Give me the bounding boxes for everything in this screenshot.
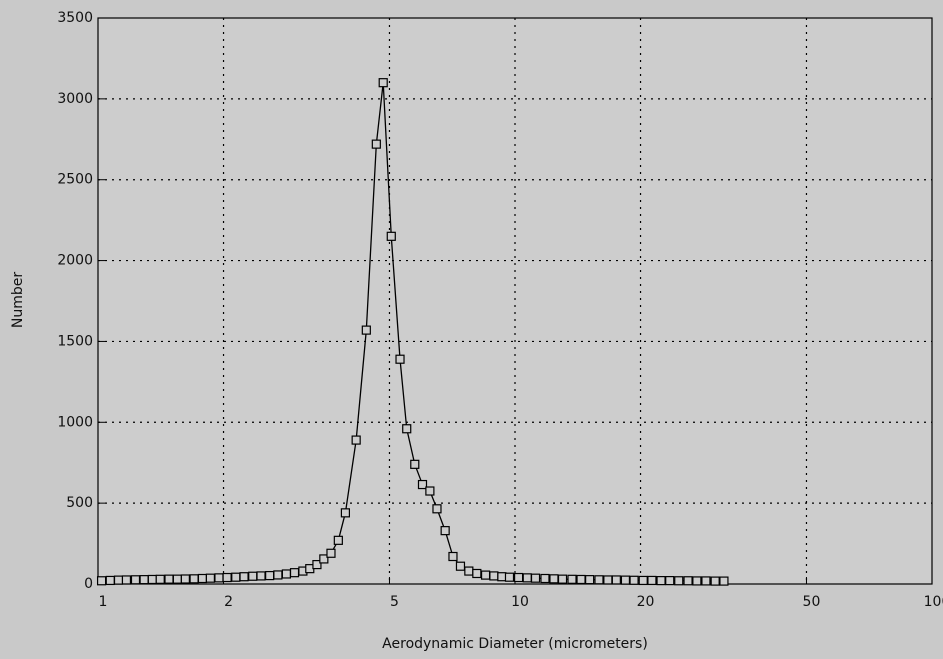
data-marker (638, 575, 648, 586)
x-axis-label: Aerodynamic Diameter (micrometers) (382, 636, 648, 652)
data-marker (378, 78, 388, 88)
data-marker (557, 574, 568, 584)
y-tick-label: 1500 (57, 333, 93, 349)
data-marker (121, 575, 132, 585)
data-marker (222, 572, 232, 583)
data-marker (395, 354, 405, 364)
data-marker (172, 574, 182, 584)
data-marker (674, 576, 684, 586)
data-marker (576, 574, 586, 585)
data-marker (105, 575, 115, 586)
data-marker (189, 574, 199, 584)
data-marker (197, 573, 208, 584)
data-marker (540, 573, 550, 584)
data-marker (448, 551, 458, 562)
data-marker (425, 486, 435, 496)
data-marker (139, 575, 149, 585)
data-marker (513, 572, 524, 583)
data-marker (402, 424, 412, 434)
data-marker (522, 573, 532, 583)
data-marker (504, 572, 515, 582)
data-marker (710, 576, 720, 586)
data-marker (289, 568, 300, 578)
data-marker (239, 572, 249, 582)
data-marker (629, 575, 639, 585)
data-marker (265, 570, 275, 581)
data-marker (164, 574, 174, 584)
data-marker (386, 231, 396, 241)
data-marker (180, 574, 190, 584)
data-marker (585, 575, 595, 585)
data-marker (692, 576, 702, 586)
data-marker (701, 576, 711, 586)
data-marker (683, 576, 693, 586)
x-tick-label: 100 (924, 594, 943, 610)
data-marker (273, 570, 283, 580)
data-marker (594, 575, 604, 585)
data-marker (96, 576, 107, 586)
y-tick-label: 2500 (57, 172, 93, 188)
data-marker (205, 573, 215, 583)
x-tick-label: 10 (511, 594, 529, 610)
data-marker (326, 548, 336, 558)
data-marker (281, 569, 291, 579)
data-marker (147, 574, 157, 585)
x-tick-label: 50 (803, 594, 821, 610)
data-marker (256, 571, 266, 581)
data-marker (647, 575, 657, 586)
data-marker (472, 568, 482, 579)
data-marker (665, 576, 675, 586)
data-marker (361, 325, 371, 335)
data-marker (719, 576, 729, 586)
data-marker (480, 570, 491, 580)
data-marker (549, 574, 559, 584)
data-marker (656, 576, 666, 586)
x-tick-label: 5 (390, 594, 399, 610)
data-marker (489, 571, 499, 581)
y-tick-label: 500 (66, 495, 93, 511)
data-marker (410, 459, 420, 469)
data-marker (464, 566, 474, 576)
data-marker (530, 573, 541, 583)
data-marker (603, 575, 613, 585)
y-axis-label: Number (10, 272, 26, 328)
data-marker (620, 575, 631, 585)
data-marker (155, 574, 165, 584)
data-marker (312, 559, 322, 570)
y-tick-label: 0 (84, 576, 93, 592)
y-tick-label: 3500 (57, 10, 93, 26)
data-marker (611, 575, 621, 585)
data-marker (248, 571, 258, 581)
data-marker (214, 573, 224, 583)
data-marker (319, 554, 329, 564)
data-marker (333, 535, 343, 545)
x-tick-label: 1 (99, 594, 108, 610)
y-tick-label: 3000 (57, 91, 93, 107)
y-tick-label: 1000 (57, 414, 93, 430)
data-marker (371, 139, 381, 149)
data-marker (113, 575, 124, 585)
data-marker (432, 504, 442, 514)
data-marker (567, 574, 577, 584)
y-tick-label: 2000 (57, 253, 93, 269)
data-marker (340, 508, 351, 518)
data-marker (417, 479, 428, 490)
data-marker (231, 572, 241, 582)
plot-area (97, 17, 933, 585)
data-marker (455, 561, 466, 571)
data-marker (440, 526, 450, 536)
data-marker (130, 575, 141, 585)
data-marker (497, 572, 507, 582)
data-marker (351, 435, 361, 445)
x-tick-label: 2 (224, 594, 233, 610)
x-tick-label: 20 (637, 594, 655, 610)
